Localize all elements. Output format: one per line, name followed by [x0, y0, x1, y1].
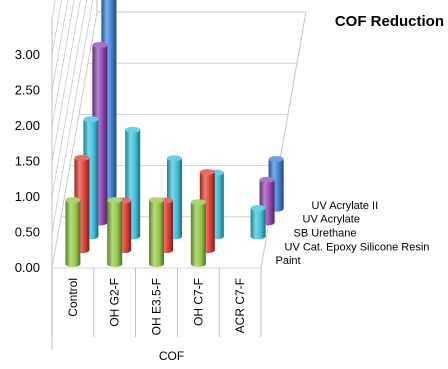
- series-label: Paint: [276, 255, 301, 267]
- y-tick-label: 2.50: [15, 83, 40, 98]
- bars: [65, 0, 284, 267]
- axes: [51, 0, 307, 350]
- bar: [250, 204, 266, 240]
- y-tick-label: 2.00: [15, 118, 40, 133]
- x-axis-label: COF: [159, 349, 184, 363]
- chart-title: COF Reduction: [335, 13, 444, 30]
- bar: [65, 197, 81, 267]
- y-tick-label: 1.50: [15, 154, 40, 169]
- series-label: UV Acrylate II: [312, 200, 379, 212]
- category-label: Control: [66, 278, 80, 317]
- bar: [149, 197, 164, 267]
- labels: 0.00 0.50 1.00 1.50 2.00 2.50 3.00 Control OH G2…: [15, 47, 430, 363]
- series-label: SB Urethane: [294, 227, 357, 239]
- y-tick-label: 3.00: [15, 47, 40, 62]
- category-label: ACR C7-F: [233, 278, 247, 333]
- bar: [107, 197, 123, 267]
- bar: [190, 199, 206, 267]
- category-label: OH E3.5-F: [150, 278, 164, 335]
- series-label: UV Acrylate: [303, 214, 360, 226]
- category-label: OH C7-F: [191, 278, 205, 326]
- series-label: UV Cat. Epoxy Silicone Resin: [285, 241, 430, 253]
- y-tick-label: 0.50: [15, 225, 40, 240]
- y-tick-label: 0.00: [15, 260, 40, 275]
- category-label: OH G2-F: [108, 278, 122, 327]
- y-tick-label: 1.00: [15, 189, 40, 204]
